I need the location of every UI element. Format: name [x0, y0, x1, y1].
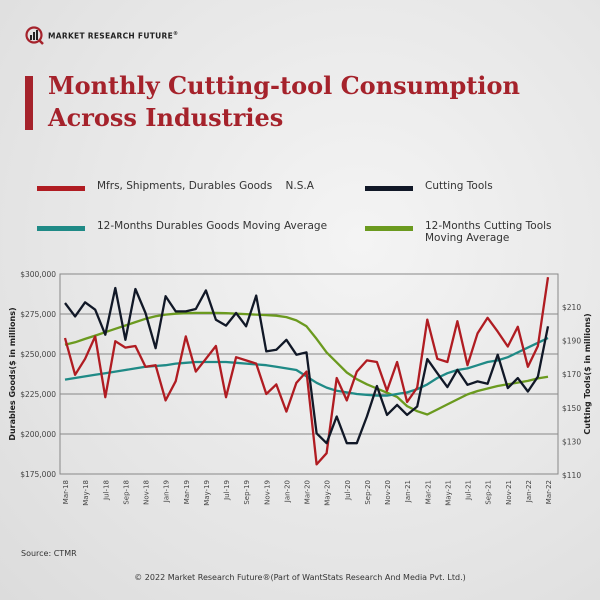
y-right-axis-label: Cutting Tools($ in millions) [583, 313, 592, 434]
legend-label: 12-Months Cutting Tools Moving Average [425, 220, 552, 244]
y-left-tick-label: $300,000 [20, 270, 56, 279]
title-line-1: Monthly Cutting-tool Consumption [48, 71, 520, 100]
legend-item-cutting-avg: 12-Months Cutting Tools Moving Average [365, 220, 552, 244]
series-line-0 [63, 277, 550, 466]
x-tick-label: Jul-21 [465, 480, 473, 501]
x-tick-label: Mar-20 [304, 480, 312, 504]
brand-logo: MARKET RESEARCH FUTURE® [25, 26, 178, 46]
series-line-3 [64, 311, 549, 416]
x-tick-label: Mar-21 [424, 480, 432, 504]
series-line-2 [64, 336, 549, 397]
x-tick-label: Sep-18 [122, 480, 130, 505]
plot-frame [59, 273, 559, 475]
x-tick-label: Mar-22 [545, 480, 553, 504]
x-tick-label: Mar-18 [62, 480, 70, 504]
legend-label: Cutting Tools [425, 180, 493, 192]
legend-label: 12-Months Durables Goods Moving Average [97, 220, 328, 232]
y-right-tick-label: $110 [562, 471, 581, 480]
x-tick-label: Nov-18 [143, 480, 151, 505]
legend-item-durables-avg: 12-Months Durables Goods Moving Average [37, 220, 327, 232]
x-tick-label: May-19 [203, 480, 211, 506]
y-left-tick-label: $275,000 [20, 310, 56, 319]
x-tick-label: May-20 [324, 480, 332, 506]
x-tick-label: Nov-20 [384, 480, 392, 505]
legend-item-cutting-tools: Cutting Tools [365, 180, 493, 192]
x-tick-label: Jan-21 [404, 480, 412, 503]
y-left-tick-label: $250,000 [20, 350, 56, 359]
x-tick-label: Jul-18 [102, 480, 110, 501]
y-right-tick-label: $210 [562, 303, 581, 312]
x-tick-label: Sep-20 [364, 480, 372, 505]
y-left-tick-label: $225,000 [20, 390, 56, 399]
logo-icon [25, 26, 44, 45]
x-tick-label: Sep-21 [485, 480, 493, 505]
x-tick-label: May-18 [82, 480, 90, 506]
x-tick-label: Jul-19 [223, 480, 231, 501]
x-tick-label: Jan-22 [525, 480, 533, 503]
x-tick-label: Nov-21 [505, 480, 513, 505]
x-tick-label: Mar-19 [183, 480, 191, 504]
title-line-2: Across Industries [48, 103, 284, 132]
y-left-tick-label: $175,000 [20, 470, 56, 479]
x-tick-label: May-21 [444, 480, 452, 506]
y-left-axis-label: Durables Goods($ in millions) [8, 307, 17, 440]
legend-label: Mfrs, Shipments, Durables Goods N.S.A [97, 180, 314, 192]
y-right-tick-label: $170 [562, 370, 581, 379]
y-right-tick-label: $190 [562, 337, 581, 346]
y-right-tick-label: $150 [562, 404, 581, 413]
series-line-1 [64, 286, 550, 445]
brand-name: MARKET RESEARCH FUTURE® [48, 31, 179, 41]
source-note: Source: CTMR [21, 549, 77, 558]
y-right-tick-label: $130 [562, 437, 581, 446]
legend-swatch-red [37, 186, 85, 191]
copyright-note: © 2022 Market Research Future®(Part of W… [134, 573, 466, 582]
x-tick-label: Jan-20 [283, 480, 291, 503]
x-tick-label: Jul-20 [344, 480, 352, 501]
title-accent-bar [25, 76, 33, 130]
legend-swatch-teal [37, 226, 85, 231]
legend-swatch-green [365, 226, 413, 231]
legend-item-durables: Mfrs, Shipments, Durables Goods N.S.A [37, 180, 314, 192]
legend-swatch-black [365, 186, 413, 191]
x-tick-label: Jan-19 [163, 480, 171, 503]
x-tick-label: Sep-19 [243, 480, 251, 505]
page-title: Monthly Cutting-tool Consumption Across … [48, 70, 520, 134]
y-left-tick-label: $200,000 [20, 430, 56, 439]
x-tick-label: Nov-19 [263, 480, 271, 505]
